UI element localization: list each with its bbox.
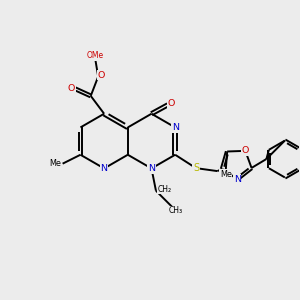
Text: N: N bbox=[148, 164, 155, 173]
Text: O: O bbox=[68, 84, 75, 93]
Text: O: O bbox=[168, 99, 175, 108]
Text: N: N bbox=[234, 175, 241, 184]
Text: N: N bbox=[100, 164, 108, 173]
Text: S: S bbox=[193, 163, 199, 173]
Text: OMe: OMe bbox=[87, 51, 104, 60]
Text: O: O bbox=[98, 70, 105, 80]
Text: N: N bbox=[172, 123, 179, 132]
Text: O: O bbox=[242, 146, 249, 155]
Text: CH₂: CH₂ bbox=[157, 185, 171, 194]
Text: Me: Me bbox=[220, 170, 232, 179]
Text: Me: Me bbox=[49, 159, 61, 168]
Text: CH₃: CH₃ bbox=[168, 206, 182, 215]
